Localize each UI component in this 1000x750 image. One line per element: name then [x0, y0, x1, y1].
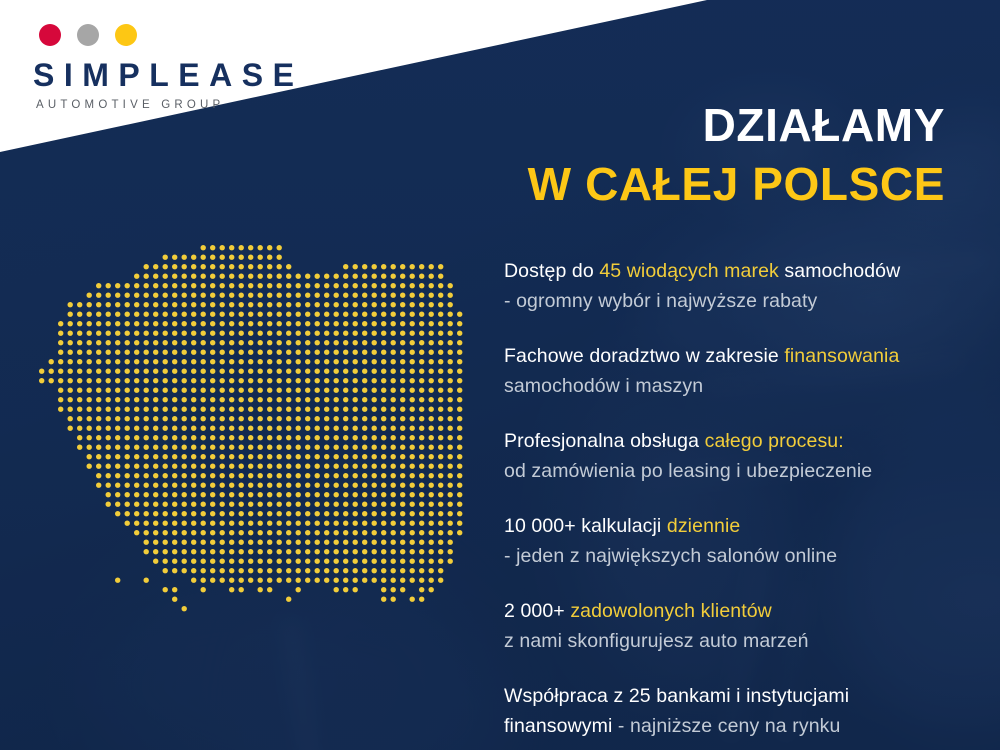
- fact-highlight: 45 wiodących marek: [599, 260, 779, 282]
- fact-item-calculations: 10 000+ kalkulacji dziennie - jeden z naj…: [504, 511, 964, 571]
- fact-highlight: finansowania: [784, 345, 900, 367]
- fact-line: - jeden z największych salonów online: [504, 541, 964, 571]
- fact-text: finansowymi: [504, 715, 613, 737]
- fact-line: Fachowe doradztwo w zakresie finansowani…: [504, 341, 964, 371]
- fact-text: samochodów i maszyn: [504, 375, 704, 397]
- fact-text: Dostęp do: [504, 260, 600, 282]
- fact-text: - ogromny wybór i najwyższe rabaty: [504, 290, 818, 312]
- fact-line: 10 000+ kalkulacji dziennie: [504, 511, 964, 541]
- brand-tagline: AUTOMOTIVE GROUP: [36, 99, 225, 111]
- fact-line: Dostęp do 45 wiodących marek samochodów: [504, 256, 964, 286]
- fact-text: Fachowe doradztwo w zakresie: [504, 345, 785, 367]
- facts-list: Dostęp do 45 wiodących marek samochodów -…: [504, 256, 964, 741]
- brand-name: SIMPLEASE: [33, 57, 304, 93]
- fact-text: 2 000+: [504, 600, 571, 622]
- fact-text: z nami skonfigurujesz auto marzeń: [504, 630, 809, 652]
- brand-logo: SIMPLEASE AUTOMOTIVE GROUP: [33, 24, 333, 112]
- fact-line: od zamówienia po leasing i ubezpieczenie: [504, 456, 964, 486]
- fact-text: 10 000+ kalkulacji: [504, 515, 667, 537]
- yellow-dot-icon: [115, 24, 137, 46]
- fact-line: - ogromny wybór i najwyższe rabaty: [504, 286, 964, 316]
- red-dot-icon: [39, 24, 61, 46]
- headline-line-2: W CAŁEJ POLSCE: [527, 158, 945, 210]
- fact-text: - jeden z największych salonów online: [504, 545, 838, 567]
- logo-dot-row: [39, 24, 333, 46]
- fact-highlight: całego procesu:: [704, 430, 844, 452]
- fact-line: finansowymi - najniższe ceny na rynku: [504, 711, 964, 741]
- fact-item-advisory: Fachowe doradztwo w zakresie finansowani…: [504, 341, 964, 401]
- fact-line: samochodów i maszyn: [504, 371, 964, 401]
- fact-item-process: Profesjonalna obsługa całego procesu: od …: [504, 426, 964, 486]
- headline-line-1: DZIAŁAMY: [702, 99, 945, 151]
- fact-line: Profesjonalna obsługa całego procesu:: [504, 426, 964, 456]
- fact-item-brands: Dostęp do 45 wiodących marek samochodów -…: [504, 256, 964, 316]
- fact-line: 2 000+ zadowolonych klientów: [504, 596, 964, 626]
- gray-dot-icon: [77, 24, 99, 46]
- fact-text: Współpraca z 25 bankami i instytucjami: [504, 685, 850, 707]
- fact-text: Profesjonalna obsługa: [504, 430, 705, 452]
- fact-text: od zamówienia po leasing i ubezpieczenie: [504, 460, 873, 482]
- poland-dot-map: [38, 244, 468, 616]
- fact-item-banks: Współpraca z 25 bankami i instytucjami fi…: [504, 681, 964, 741]
- headline-block: DZIAŁAMY W CAŁEJ POLSCE: [528, 102, 945, 207]
- fact-text: samochodów: [778, 260, 901, 282]
- poland-map-svg: [39, 245, 463, 612]
- fact-highlight: dziennie: [666, 515, 741, 537]
- fact-text: - najniższe ceny na rynku: [612, 715, 841, 737]
- fact-highlight: zadowolonych klientów: [570, 600, 772, 622]
- fact-line: z nami skonfigurujesz auto marzeń: [504, 626, 964, 656]
- fact-line: Współpraca z 25 bankami i instytucjami: [504, 681, 964, 711]
- fact-item-clients: 2 000+ zadowolonych klientów z nami skonf…: [504, 596, 964, 656]
